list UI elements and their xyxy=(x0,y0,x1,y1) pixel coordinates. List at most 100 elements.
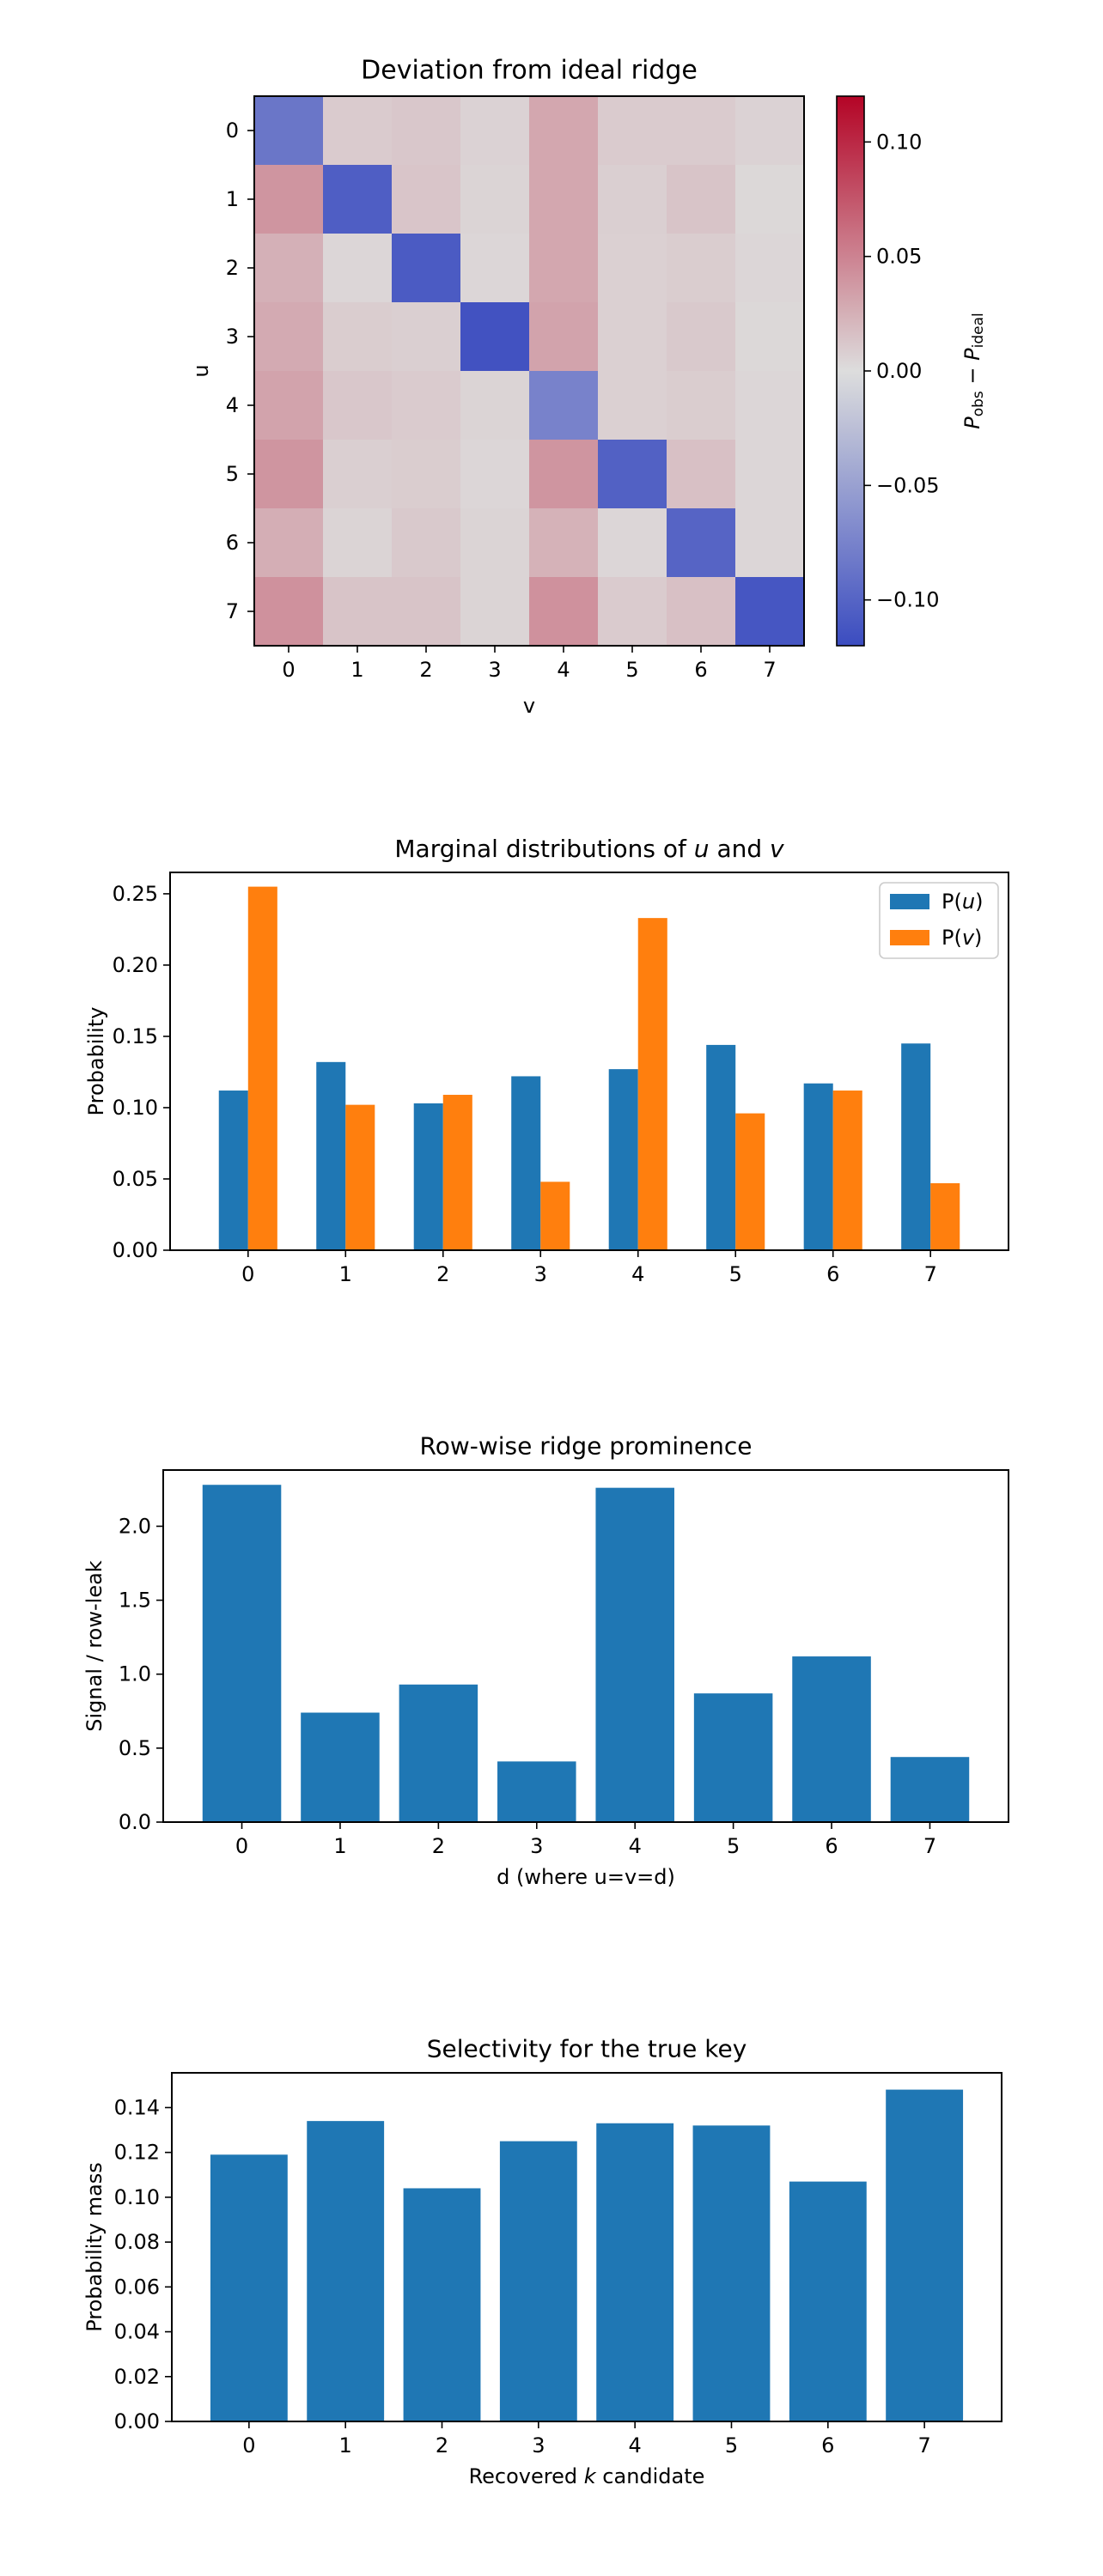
x-tick-label: 4 xyxy=(629,2433,642,2458)
bar xyxy=(499,2141,577,2421)
heatmap-cell xyxy=(392,577,461,647)
heatmap-cell xyxy=(323,96,393,166)
heatmap-cell xyxy=(460,440,530,509)
heatmap-cell xyxy=(323,577,393,647)
heatmap-cell xyxy=(598,96,667,166)
heatmap-cell xyxy=(598,234,667,303)
bar xyxy=(301,1712,380,1822)
x-tick-label: 2 xyxy=(436,1262,449,1286)
x-tick-label: 0 xyxy=(241,1262,254,1286)
y-tick-label: 0.02 xyxy=(114,2365,160,2389)
bar-pv xyxy=(247,886,277,1250)
heatmap-cell xyxy=(735,234,805,303)
bar xyxy=(789,2181,867,2421)
x-tick-label: 2 xyxy=(436,2433,448,2458)
bar xyxy=(692,2125,771,2421)
colorbar-tick-label: 0.00 xyxy=(876,359,922,383)
x-axis-label: v xyxy=(523,694,535,718)
bar xyxy=(307,2121,385,2421)
x-tick-label: 5 xyxy=(729,1262,742,1286)
bar xyxy=(890,1757,970,1822)
bar xyxy=(595,1487,674,1822)
heatmap-cell xyxy=(667,508,736,578)
heatmap-cell xyxy=(598,371,667,440)
bar-pu xyxy=(803,1083,833,1250)
y-tick-label: 1.0 xyxy=(119,1662,151,1686)
bar xyxy=(792,1656,871,1822)
heatmap-cell xyxy=(460,577,530,647)
y-axis-label: Signal / row-leak xyxy=(82,1560,107,1732)
heatmap-cell xyxy=(254,508,324,578)
bar xyxy=(403,2188,481,2421)
y-axis-label: Probability xyxy=(84,1007,108,1116)
x-tick-label: 1 xyxy=(339,2433,352,2458)
bar xyxy=(202,1485,282,1822)
heatmap-cell xyxy=(392,508,461,578)
heatmap-cell xyxy=(323,165,393,234)
x-tick-label: 0 xyxy=(282,658,295,682)
y-tick-label: 5 xyxy=(226,462,239,486)
bar xyxy=(886,2089,964,2421)
heatmap-cell xyxy=(735,371,805,440)
x-tick-label: 4 xyxy=(629,1834,642,1858)
bar-pv xyxy=(637,918,667,1250)
heatmap-cell xyxy=(323,302,393,372)
bar xyxy=(693,1693,773,1822)
heatmap-cell xyxy=(323,234,393,303)
y-tick-label: 0.12 xyxy=(114,2141,160,2165)
y-tick-label: 0.15 xyxy=(113,1024,158,1048)
x-tick-label: 7 xyxy=(763,658,776,682)
heatmap-cell xyxy=(667,96,736,166)
plot-frame xyxy=(253,95,805,647)
bar-pu xyxy=(218,1091,248,1250)
heatmap-cell xyxy=(529,577,599,647)
heatmap-cell xyxy=(254,440,324,509)
y-tick-label: 0.10 xyxy=(114,2185,160,2209)
heatmap-cell xyxy=(667,577,736,647)
heatmap-cell xyxy=(529,440,599,509)
heatmap-cell xyxy=(460,371,530,440)
x-tick-label: 3 xyxy=(534,1262,547,1286)
x-axis-label: d (where u=v=d) xyxy=(497,1865,675,1889)
bar xyxy=(210,2154,288,2421)
bar xyxy=(497,1761,576,1822)
heatmap-cell xyxy=(598,508,667,578)
bar-pv xyxy=(345,1104,375,1250)
heatmap-cell xyxy=(598,302,667,372)
heatmap-cell xyxy=(254,165,324,234)
chart-title: Deviation from ideal ridge xyxy=(361,56,698,86)
legend-swatch xyxy=(890,930,929,945)
bar-pu xyxy=(901,1043,931,1250)
x-tick-label: 1 xyxy=(350,658,363,682)
bar-pu xyxy=(316,1061,346,1250)
x-tick-label: 5 xyxy=(625,658,638,682)
bar-pu xyxy=(413,1103,443,1250)
x-tick-label: 4 xyxy=(631,1262,644,1286)
bar-pv xyxy=(832,1091,862,1250)
colorbar-tick-label: 0.05 xyxy=(876,245,922,269)
colorbar-tick-label: 0.10 xyxy=(876,130,922,154)
heatmap-cell xyxy=(667,302,736,372)
y-tick-label: 3 xyxy=(226,325,239,349)
heatmap-cell xyxy=(254,302,324,372)
chart-title: Row-wise ridge prominence xyxy=(420,1432,753,1461)
y-tick-label: 6 xyxy=(226,531,239,555)
heatmap-cell xyxy=(254,234,324,303)
heatmap-cell xyxy=(323,371,393,440)
y-tick-label: 0.00 xyxy=(113,1238,158,1262)
x-tick-label: 3 xyxy=(530,1834,543,1858)
heatmap-cell xyxy=(392,302,461,372)
colorbar-tick-label: −0.10 xyxy=(876,588,940,612)
ridge-prominence-chart: 0 1 2 3 4 5 6 7 0.0 0.5 1.0 1.5 2.0 Row-wise ridge pr… xyxy=(82,1432,1009,1889)
x-tick-label: 6 xyxy=(821,2433,834,2458)
x-tick-label: 3 xyxy=(532,2433,545,2458)
heatmap-cell xyxy=(392,371,461,440)
heatmap-cell xyxy=(460,508,530,578)
y-tick-label: 0.14 xyxy=(114,2095,160,2119)
heatmap-cell xyxy=(735,302,805,372)
x-tick-label: 3 xyxy=(488,658,501,682)
bar-pv xyxy=(540,1182,570,1250)
y-tick-label: 2.0 xyxy=(119,1514,151,1538)
bar-pv xyxy=(930,1182,960,1250)
bar-pu xyxy=(511,1076,541,1250)
